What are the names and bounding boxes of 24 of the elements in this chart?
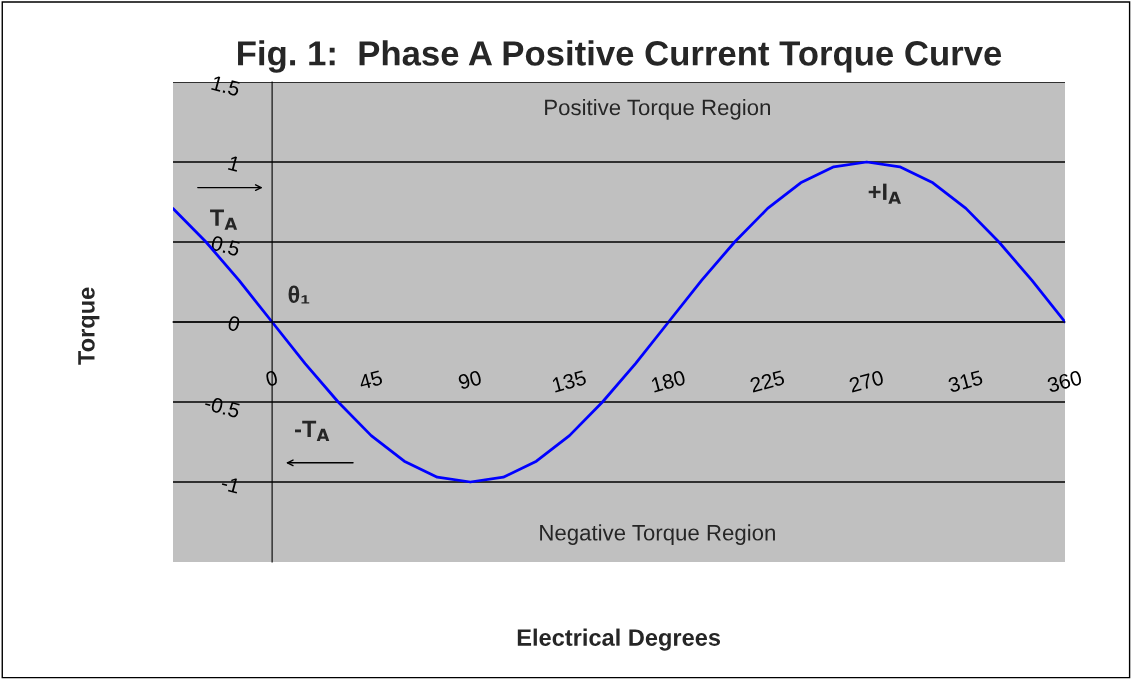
annotation: T$_{A}$ xyxy=(210,209,238,230)
annotation: +I$_{A}$ xyxy=(868,183,901,204)
annotation: Negative Torque Region xyxy=(540,524,775,545)
x-tick-label: 0 xyxy=(264,369,279,387)
y-tick-label: 1.5 xyxy=(211,75,241,97)
x-tick-label: 315 xyxy=(947,369,984,393)
x-axis-title: Electrical Degrees xyxy=(517,628,721,651)
x-tick-label: 270 xyxy=(848,369,885,393)
x-tick-label: 225 xyxy=(749,369,786,393)
x-tick-label: 360 xyxy=(1046,369,1083,393)
x-tick-label: 180 xyxy=(650,369,687,393)
y-tick-label: 0 xyxy=(227,315,241,333)
y-axis-title: Torque xyxy=(78,287,100,365)
x-tick-label: 90 xyxy=(457,369,483,390)
y-tick-label: -1 xyxy=(220,475,241,494)
chart-title: Fig. 1: Phase A Positive Current Torque Curve xyxy=(238,40,1002,73)
x-tick-label: 45 xyxy=(358,370,384,390)
y-tick-label: -0.5 xyxy=(203,395,241,419)
annotation: θ₁ xyxy=(288,285,310,304)
x-tick-label: 135 xyxy=(551,369,587,393)
annotation: -T$_{A}$ xyxy=(295,420,330,441)
annotation: Positive Torque Region xyxy=(545,99,770,120)
y-tick-label: 0.5 xyxy=(210,235,241,257)
y-tick-label: 1 xyxy=(227,155,241,172)
